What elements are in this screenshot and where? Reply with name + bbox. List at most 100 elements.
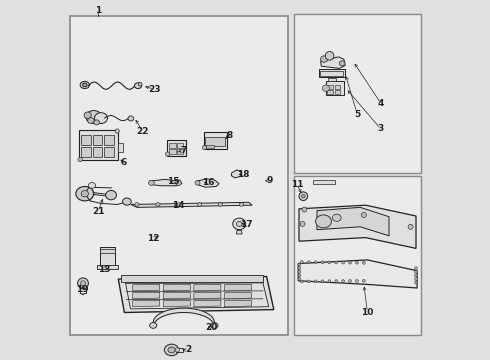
Polygon shape [194, 300, 221, 307]
Ellipse shape [134, 83, 142, 89]
Ellipse shape [168, 347, 175, 353]
Polygon shape [224, 292, 251, 299]
Ellipse shape [84, 112, 91, 118]
Ellipse shape [176, 203, 181, 206]
Ellipse shape [348, 279, 351, 282]
Text: 23: 23 [148, 85, 161, 94]
Ellipse shape [339, 61, 345, 66]
Polygon shape [224, 284, 251, 291]
Ellipse shape [307, 280, 310, 283]
Ellipse shape [300, 261, 303, 264]
Ellipse shape [81, 190, 88, 197]
Ellipse shape [415, 270, 417, 273]
Ellipse shape [298, 278, 301, 280]
Ellipse shape [83, 83, 87, 87]
Ellipse shape [233, 218, 245, 230]
Bar [177, 149, 183, 154]
Ellipse shape [298, 267, 301, 270]
Bar [118, 143, 122, 152]
Ellipse shape [197, 203, 202, 206]
Bar [327, 90, 333, 94]
Text: 10: 10 [361, 307, 373, 317]
Polygon shape [298, 260, 417, 288]
Ellipse shape [80, 281, 86, 286]
Ellipse shape [115, 129, 120, 133]
Text: 22: 22 [136, 126, 148, 135]
Text: 8: 8 [226, 130, 232, 139]
Ellipse shape [320, 56, 328, 62]
Ellipse shape [211, 323, 218, 328]
Polygon shape [320, 57, 345, 68]
Ellipse shape [106, 190, 117, 200]
Ellipse shape [321, 261, 324, 264]
Bar [169, 149, 175, 154]
Text: 7: 7 [180, 146, 186, 155]
Bar [71, 16, 288, 335]
Bar [314, 180, 335, 184]
Polygon shape [196, 179, 219, 187]
Ellipse shape [301, 194, 305, 198]
Bar [81, 135, 91, 145]
Polygon shape [317, 207, 389, 236]
Bar [104, 135, 114, 145]
Ellipse shape [86, 111, 102, 123]
Ellipse shape [139, 82, 142, 86]
Ellipse shape [335, 261, 338, 264]
Ellipse shape [415, 274, 417, 277]
Ellipse shape [415, 267, 417, 270]
Ellipse shape [298, 274, 301, 277]
Text: 14: 14 [172, 202, 184, 210]
Bar [206, 145, 214, 148]
Bar [167, 140, 186, 156]
Text: 19: 19 [75, 285, 88, 294]
Text: 9: 9 [266, 176, 272, 185]
Text: 21: 21 [92, 207, 104, 216]
Ellipse shape [202, 145, 206, 150]
Ellipse shape [164, 344, 179, 356]
Text: 6: 6 [121, 158, 127, 167]
Ellipse shape [415, 281, 417, 284]
Polygon shape [131, 202, 252, 207]
Text: 15: 15 [168, 177, 180, 186]
Bar [328, 78, 336, 81]
Bar [326, 81, 344, 95]
Bar [176, 348, 183, 352]
Ellipse shape [355, 261, 358, 264]
Bar [327, 85, 333, 89]
Ellipse shape [219, 203, 222, 206]
Polygon shape [133, 300, 160, 307]
Ellipse shape [156, 203, 160, 206]
Polygon shape [194, 284, 221, 291]
Bar [104, 147, 114, 157]
Polygon shape [118, 276, 274, 312]
Polygon shape [163, 292, 190, 299]
Ellipse shape [135, 203, 139, 206]
Bar [93, 135, 102, 145]
Text: 4: 4 [378, 99, 384, 108]
Text: 20: 20 [205, 323, 218, 332]
Polygon shape [149, 179, 182, 186]
Text: 2: 2 [185, 346, 191, 354]
Ellipse shape [122, 198, 131, 205]
Ellipse shape [355, 279, 358, 282]
Polygon shape [224, 300, 251, 307]
Ellipse shape [298, 270, 301, 273]
Bar [320, 71, 343, 76]
Polygon shape [133, 292, 160, 299]
Polygon shape [163, 300, 190, 307]
Polygon shape [194, 292, 221, 299]
Ellipse shape [363, 279, 365, 282]
Text: 16: 16 [202, 177, 215, 186]
Ellipse shape [314, 280, 317, 283]
Text: 13: 13 [98, 265, 110, 274]
Ellipse shape [415, 278, 417, 280]
Ellipse shape [128, 116, 134, 121]
Polygon shape [163, 284, 190, 291]
Ellipse shape [77, 278, 88, 289]
Ellipse shape [300, 280, 303, 283]
Ellipse shape [307, 261, 310, 264]
Text: 5: 5 [354, 110, 361, 119]
Ellipse shape [363, 261, 365, 264]
Text: 11: 11 [291, 180, 303, 189]
Bar [79, 130, 118, 160]
